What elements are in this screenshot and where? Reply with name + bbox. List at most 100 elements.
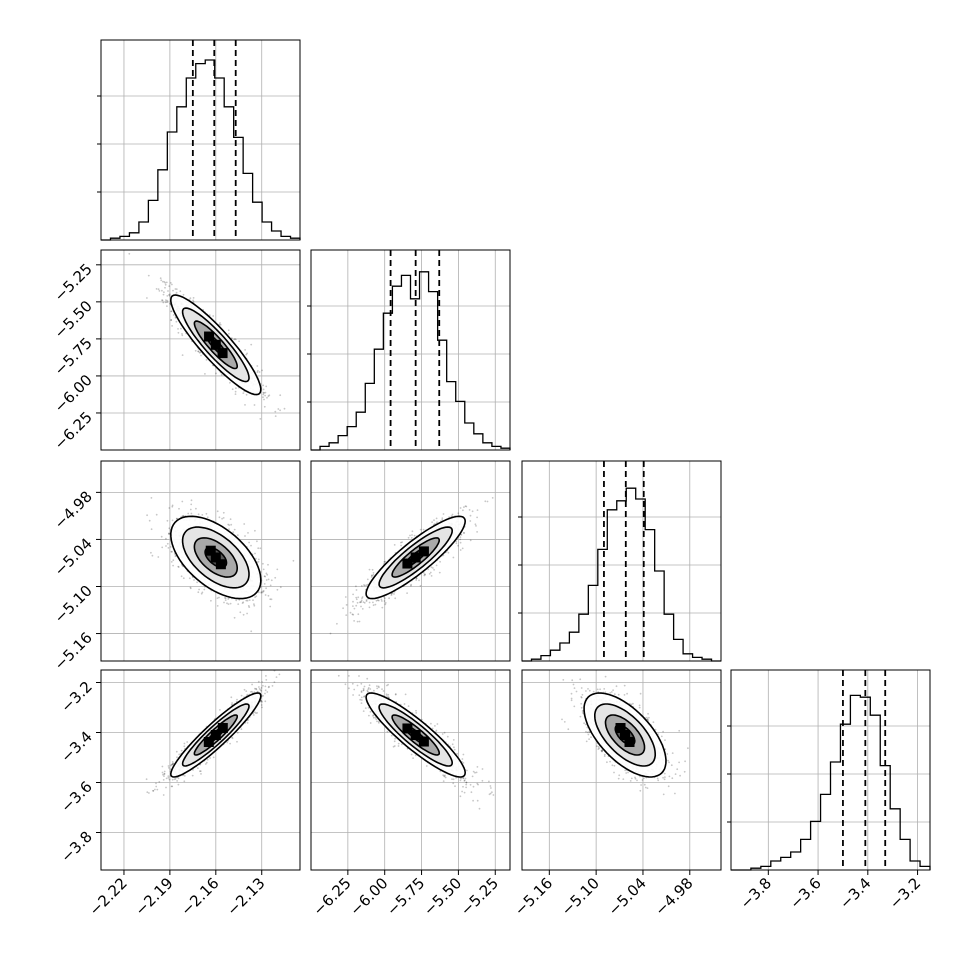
sample-point <box>182 577 185 580</box>
sample-point <box>158 290 161 292</box>
sample-point <box>352 600 354 603</box>
sample-point <box>361 597 363 600</box>
sample-point <box>222 517 225 519</box>
sample-point <box>380 598 383 601</box>
sample-point <box>244 535 246 537</box>
sample-point <box>262 684 264 687</box>
sample-point <box>260 699 263 702</box>
sample-point <box>370 574 373 577</box>
sample-point <box>429 571 432 574</box>
sample-point <box>201 514 204 516</box>
sample-point <box>171 550 173 553</box>
sample-point <box>239 611 242 614</box>
sample-point <box>262 562 264 565</box>
sample-point <box>171 325 174 327</box>
sample-point <box>222 511 225 514</box>
sample-point <box>264 394 266 397</box>
sample-point <box>161 765 164 768</box>
sample-point <box>267 563 269 566</box>
sample-point <box>188 577 191 580</box>
sample-point <box>167 767 170 769</box>
sample-point <box>178 507 180 510</box>
sample-point <box>418 579 420 582</box>
sample-point <box>167 547 170 549</box>
sample-point <box>459 549 462 551</box>
sample-point <box>170 319 173 321</box>
sample-point <box>381 600 383 602</box>
sample-point <box>368 606 371 609</box>
sample-point <box>252 599 254 602</box>
sample-point <box>257 560 260 563</box>
sample-point <box>410 583 412 586</box>
sample-point <box>469 539 472 542</box>
sample-point <box>409 534 411 537</box>
sample-point <box>410 537 413 539</box>
sample-point <box>210 599 212 602</box>
sample-point <box>157 556 160 558</box>
sample-point <box>262 391 265 394</box>
sample-point <box>231 702 234 704</box>
sample-point <box>192 297 195 299</box>
sample-point <box>150 528 153 531</box>
sample-point <box>432 567 434 569</box>
sample-point <box>455 540 458 543</box>
sample-point <box>261 591 264 594</box>
sample-point <box>172 564 175 567</box>
sample-point <box>212 756 215 759</box>
sample-point <box>274 415 277 417</box>
sample-point <box>423 574 426 577</box>
sample-point <box>411 530 414 533</box>
sample-point <box>352 613 355 616</box>
sample-point <box>146 514 149 517</box>
density-peak-2 <box>418 546 429 557</box>
sample-point <box>257 547 260 550</box>
sample-point <box>400 541 402 544</box>
sample-point <box>269 598 272 601</box>
sample-point <box>189 587 192 590</box>
sample-point <box>165 545 167 547</box>
sample-point <box>219 322 221 324</box>
sample-point <box>229 381 231 384</box>
sample-point <box>441 518 444 521</box>
panel-frame <box>521 460 722 662</box>
sample-point <box>179 290 182 293</box>
sample-point <box>452 556 455 559</box>
sample-point <box>242 601 245 604</box>
scatter-panel-1-0 <box>100 249 301 451</box>
sample-point <box>431 521 433 523</box>
sample-point <box>171 519 174 522</box>
sample-point <box>228 524 231 526</box>
sample-point <box>200 592 203 595</box>
sample-point <box>164 301 167 304</box>
sample-point <box>368 568 371 571</box>
histogram-step-3 <box>731 694 931 871</box>
sample-point <box>221 517 224 520</box>
sample-point <box>182 293 185 296</box>
sample-point <box>484 500 487 503</box>
sample-point <box>468 509 471 511</box>
histogram-step-0 <box>101 59 301 241</box>
sample-point <box>172 314 175 316</box>
sample-point <box>174 288 177 290</box>
sample-point <box>148 519 151 522</box>
sample-point <box>265 572 268 575</box>
sample-point <box>357 613 360 616</box>
sample-point <box>152 790 155 792</box>
sample-point <box>232 531 235 534</box>
scatter-panel-2-1 <box>310 460 511 662</box>
sample-point <box>168 285 171 287</box>
sample-point <box>128 252 131 255</box>
sample-point <box>360 600 363 603</box>
panel-frame <box>100 249 301 451</box>
sample-point <box>469 520 472 522</box>
sample-point <box>165 281 168 284</box>
density-peak-2 <box>204 331 215 342</box>
panel-content <box>145 670 281 796</box>
sample-point <box>256 371 259 374</box>
sample-point <box>264 594 267 596</box>
sample-point <box>168 302 171 305</box>
sample-point <box>246 352 249 355</box>
sample-point <box>181 354 184 356</box>
sample-point <box>253 603 255 605</box>
sample-point <box>279 409 281 412</box>
